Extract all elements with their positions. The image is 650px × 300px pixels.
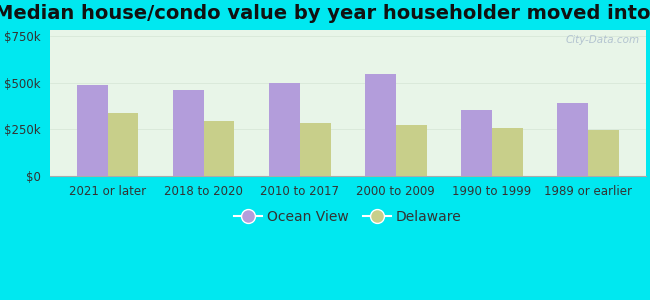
Text: City-Data.com: City-Data.com [566, 34, 640, 45]
Bar [588, 130, 619, 176]
Legend: Ocean View, Delaware: Ocean View, Delaware [228, 205, 467, 230]
Bar [269, 83, 300, 176]
Bar [173, 90, 203, 176]
Bar [462, 110, 492, 176]
Bar [203, 121, 235, 176]
Bar [396, 125, 426, 176]
Title: Median house/condo value by year householder moved into unit: Median house/condo value by year househo… [0, 4, 650, 23]
Bar [557, 103, 588, 176]
Bar [492, 128, 523, 176]
Bar [365, 74, 396, 176]
Bar [300, 123, 331, 176]
Bar [77, 85, 108, 176]
Bar [108, 113, 138, 176]
